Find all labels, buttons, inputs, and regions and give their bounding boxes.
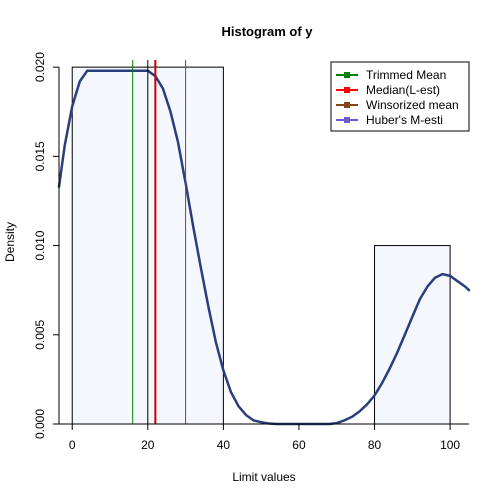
legend-label: Huber's M-esti xyxy=(366,113,443,127)
legend-swatch-marker xyxy=(344,87,350,93)
y-tick-label: 0.015 xyxy=(33,141,47,171)
y-tick-label: 0.010 xyxy=(33,230,47,260)
legend-label: Winsorized mean xyxy=(366,98,459,112)
legend-swatch-marker xyxy=(344,102,350,108)
x-tick-label: 60 xyxy=(292,438,306,452)
y-tick-label: 0.005 xyxy=(33,319,47,349)
y-tick-label: 0.000 xyxy=(33,409,47,439)
x-axis: 0 20 40 60 80 100 xyxy=(59,424,469,452)
chart-title: Histogram of y xyxy=(221,24,313,39)
x-tick-label: 100 xyxy=(440,438,460,452)
x-tick-label: 0 xyxy=(69,438,76,452)
x-axis-label: Limit values xyxy=(232,470,295,484)
x-tick-label: 40 xyxy=(217,438,231,452)
histogram-bar xyxy=(375,246,451,424)
y-axis-label: Density xyxy=(3,222,17,262)
x-tick-label: 20 xyxy=(141,438,155,452)
legend-swatch-marker xyxy=(344,72,350,78)
legend-swatch-marker xyxy=(344,117,350,123)
x-tick-label: 80 xyxy=(368,438,382,452)
legend-label: Median(L-est) xyxy=(366,83,440,97)
legend-label: Trimmed Mean xyxy=(366,68,446,82)
y-tick-label: 0.020 xyxy=(33,52,47,82)
